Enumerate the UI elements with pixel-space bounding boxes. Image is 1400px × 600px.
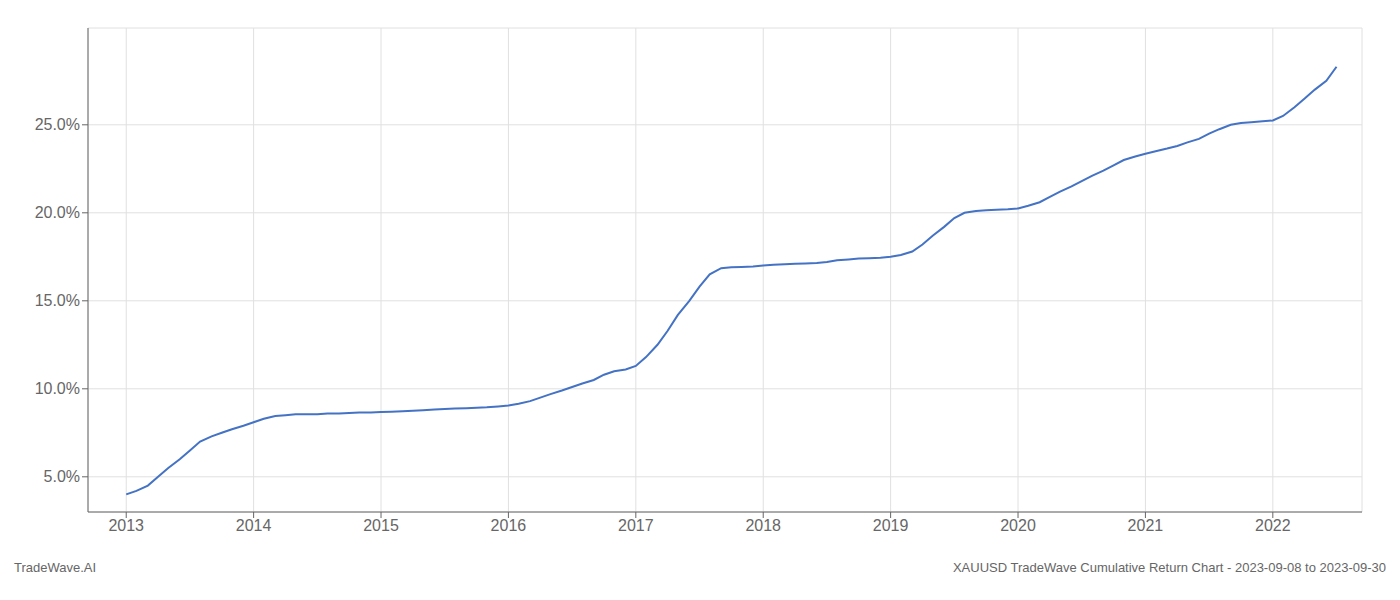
svg-text:5.0%: 5.0% (44, 468, 80, 485)
svg-text:2015: 2015 (363, 517, 399, 534)
svg-text:25.0%: 25.0% (35, 116, 80, 133)
svg-text:2017: 2017 (618, 517, 654, 534)
html-text:XAUUSD TradeWave Cumulative Re: XAUUSD TradeWave Cumulative Return Chart… (952, 560, 1386, 575)
svg-text:15.0%: 15.0% (35, 292, 80, 309)
svg-text:2021: 2021 (1128, 517, 1164, 534)
svg-text:2020: 2020 (1000, 517, 1036, 534)
svg-text:20.0%: 20.0% (35, 204, 80, 221)
svg-text:2018: 2018 (745, 517, 781, 534)
svg-text:10.0%: 10.0% (35, 380, 80, 397)
html-text:TradeWave.AI: TradeWave.AI (14, 560, 97, 575)
svg-text:2014: 2014 (236, 517, 272, 534)
svg-text:2013: 2013 (108, 517, 144, 534)
svg-text:2016: 2016 (491, 517, 527, 534)
svg-text:2022: 2022 (1255, 517, 1291, 534)
svg-text:2019: 2019 (873, 517, 909, 534)
